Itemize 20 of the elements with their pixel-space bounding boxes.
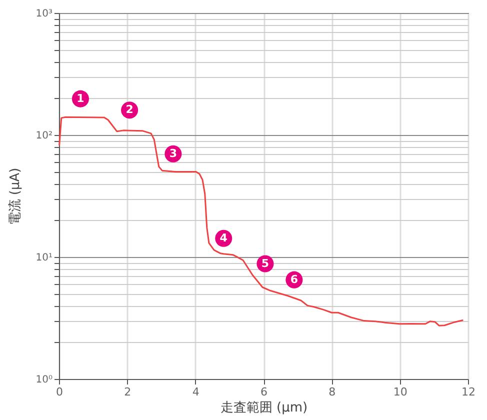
y-tick-label: 10¹: [36, 252, 52, 264]
y-tick-label: 10⁰: [36, 374, 52, 386]
x-tick-label: 12: [462, 386, 476, 398]
y-axis-title: 電流 (μA): [6, 168, 23, 226]
annotation: 6: [290, 272, 298, 286]
x-tick-label: 10: [393, 386, 408, 398]
x-tick-label: 2: [124, 386, 132, 398]
y-tick-label: 10²: [36, 130, 52, 142]
x-tick-label: 4: [192, 386, 200, 398]
annotation: 4: [220, 231, 228, 244]
x-tick-label: 0: [56, 386, 63, 398]
x-tick-label: 8: [328, 386, 336, 398]
annotation: 5: [261, 256, 270, 270]
x-tick-label: 6: [260, 386, 268, 398]
annotation: 2: [126, 103, 134, 116]
y-tick-label: 10³: [36, 8, 52, 20]
line-series: [58, 116, 464, 326]
annotation: 3: [169, 146, 178, 160]
x-axis-title: 走査範囲 (μm): [220, 400, 308, 416]
annotation: 1: [76, 92, 84, 105]
